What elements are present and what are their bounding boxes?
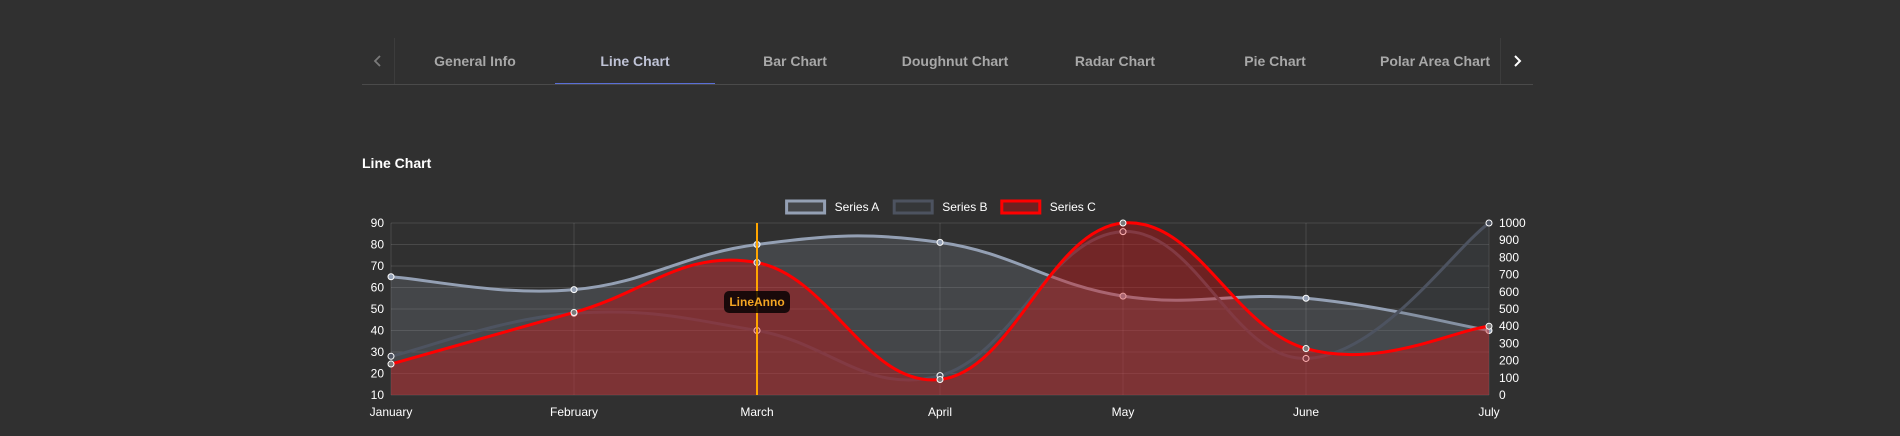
data-point[interactable] [387,273,395,281]
section-title: Line Chart [362,155,432,171]
legend-label: Series C [1050,200,1096,214]
chevron-right-icon [1514,55,1522,67]
data-point[interactable] [936,238,944,246]
y-tick-label-right: 0 [1499,388,1506,402]
y-tick-label-right: 800 [1499,250,1519,264]
legend-item[interactable]: Series C [1000,199,1096,215]
x-tick-label: April [928,405,952,419]
data-point[interactable] [1119,219,1127,227]
data-point[interactable] [1485,322,1493,330]
y-tick-label-right: 100 [1499,371,1519,385]
data-point[interactable] [1119,292,1127,300]
y-tick-label-right: 200 [1499,354,1519,368]
y-tick-label-left: 20 [371,367,385,381]
legend-item[interactable]: Series B [892,199,988,215]
x-tick-label: February [550,405,598,419]
tab-bar-chart[interactable]: Bar Chart [763,53,827,69]
annotation-label: LineAnno [729,295,784,309]
data-point[interactable] [1302,354,1310,362]
chevron-left-icon [373,55,381,67]
tab-bar: General Info Line Chart Bar Chart Doughnut … [362,38,1533,85]
data-point[interactable] [387,352,395,360]
y-tick-label-right: 400 [1499,319,1519,333]
data-point[interactable] [936,376,944,384]
y-tick-label-left: 50 [371,302,385,316]
tab-radar-chart[interactable]: Radar Chart [1074,53,1156,69]
series-area [391,223,1489,395]
tab-list: General Info Line Chart Bar Chart Doughnut … [395,38,1500,84]
legend-swatch [785,199,827,215]
series-line [390,221,1490,382]
legend-item[interactable]: Series A [785,199,880,215]
y-tick-label-left: 30 [371,345,385,359]
annotation-label-box [724,291,790,313]
line-chart: LineAnno 10 20 30 40 50 60 70 80 90 0 100 200 300 400 5… [362,190,1533,422]
data-point[interactable] [570,308,578,316]
tab-general-info[interactable]: General Info [434,53,516,69]
y-tick-label-right: 600 [1499,285,1519,299]
y-tick-label-left: 80 [371,238,385,252]
series-series-c [387,219,1493,395]
y-tick-label-right: 700 [1499,268,1519,282]
y-tick-label-left: 60 [371,281,385,295]
x-tick-label: March [740,405,773,419]
data-point[interactable] [387,360,395,368]
x-tick-label: July [1478,405,1499,419]
y-tick-label-right: 300 [1499,336,1519,350]
y-tick-label-right: 900 [1499,233,1519,247]
legend-label: Series A [835,200,880,214]
y-tick-label-left: 10 [371,388,385,402]
data-point[interactable] [1302,294,1310,302]
x-tick-label: January [370,405,413,419]
series-area [391,222,1489,395]
legend-swatch [1000,199,1042,215]
y-tick-label-left: 70 [371,259,385,273]
tab-line-chart[interactable]: Line Chart [555,38,715,84]
tab-pie-chart[interactable]: Pie Chart [1244,53,1306,69]
y-tick-label-right: 1000 [1499,216,1526,230]
y-tick-label-left: 90 [371,216,385,230]
line-chart-svg: LineAnno10203040506070809001002003004005… [370,199,1526,419]
data-point[interactable] [1119,228,1127,236]
legend: Series A Series B Series C [785,199,1096,215]
x-tick-label: May [1112,405,1135,419]
tab-polar-area-chart[interactable]: Polar Area Chart [1380,53,1490,69]
y-tick-label-right: 500 [1499,302,1519,316]
tab-scroll-prev-button[interactable] [362,38,395,84]
tab-scroll-next-button[interactable] [1500,38,1533,84]
y-tick-label-left: 40 [371,324,385,338]
data-point[interactable] [1302,345,1310,353]
tab-doughnut-chart[interactable]: Doughnut Chart [901,53,1009,69]
data-point[interactable] [570,286,578,294]
x-tick-label: June [1293,405,1319,419]
data-point[interactable] [1485,219,1493,227]
legend-swatch [892,199,934,215]
legend-label: Series B [942,200,987,214]
